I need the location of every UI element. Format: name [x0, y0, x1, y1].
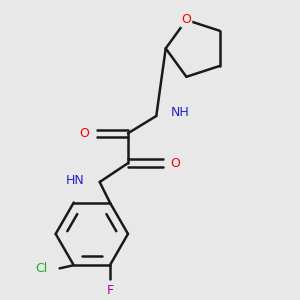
Text: O: O	[79, 127, 89, 140]
Text: NH: NH	[170, 106, 189, 119]
Text: HN: HN	[66, 174, 85, 187]
Text: O: O	[170, 157, 180, 170]
Text: Cl: Cl	[35, 262, 47, 275]
Text: F: F	[106, 284, 113, 297]
Text: O: O	[182, 14, 191, 26]
